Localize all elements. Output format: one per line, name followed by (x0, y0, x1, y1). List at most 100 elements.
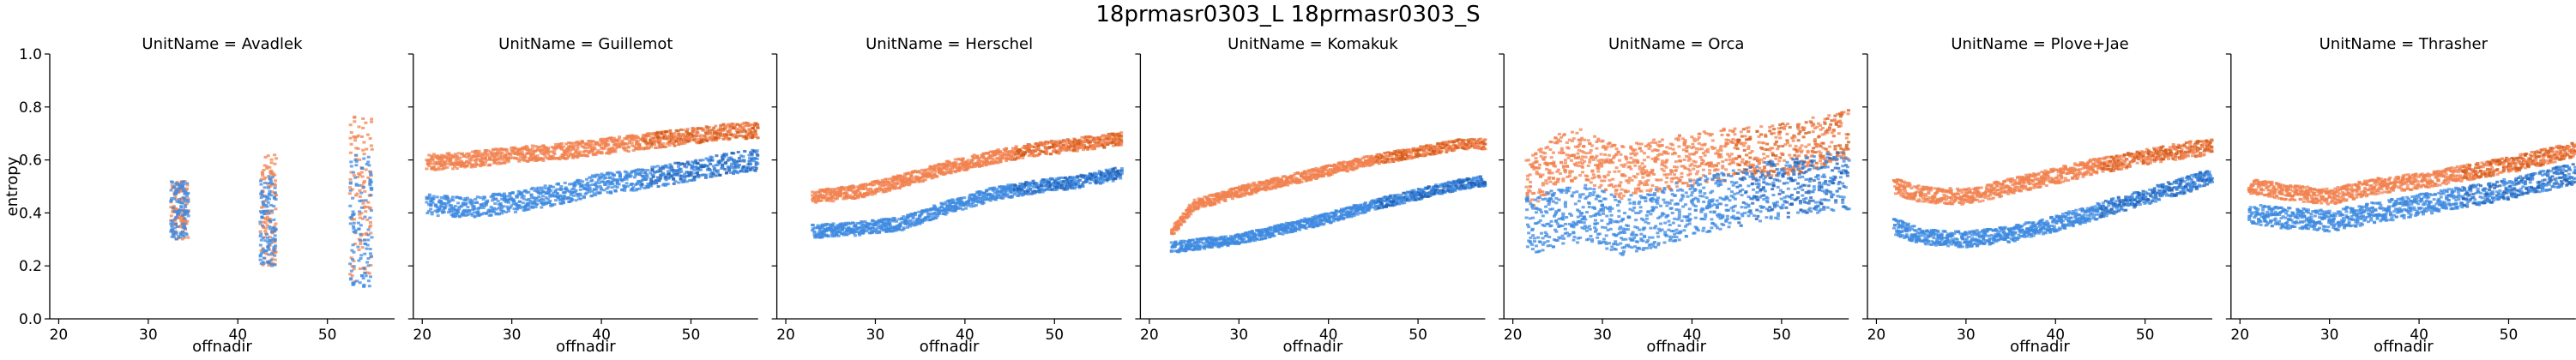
point-S (676, 169, 680, 172)
point-L (577, 150, 582, 153)
point-L (480, 155, 484, 159)
point-S (515, 207, 519, 211)
point-L (681, 133, 685, 136)
point-L (179, 218, 184, 221)
point-S (1013, 184, 1017, 188)
point-S (534, 187, 539, 190)
point-S (365, 261, 370, 264)
point-L (935, 175, 939, 178)
point-L (697, 127, 701, 130)
point-S (353, 159, 358, 162)
point-L (467, 154, 471, 158)
point-L (895, 187, 899, 190)
point-S (594, 188, 599, 191)
point-L (443, 154, 448, 158)
point-S (563, 191, 567, 195)
point-L (694, 133, 698, 136)
point-L (353, 243, 357, 246)
point-S (535, 202, 540, 206)
point-S (170, 225, 174, 228)
point-L (588, 141, 593, 145)
point-S (351, 210, 355, 213)
x-tick-label: 40 (228, 327, 247, 344)
point-S (177, 198, 181, 201)
point-S (364, 199, 368, 202)
point-S (736, 171, 740, 175)
point-S (609, 190, 613, 194)
point-S (541, 195, 546, 198)
point-L (356, 134, 360, 137)
point-S (178, 236, 183, 239)
point-L (354, 147, 359, 150)
point-L (499, 147, 504, 151)
point-L (437, 158, 442, 161)
point-S (472, 205, 476, 208)
point-L (578, 141, 582, 145)
point-S (510, 191, 515, 195)
point-L (185, 183, 190, 187)
point-S (518, 207, 522, 210)
point-S (538, 199, 542, 202)
point-S (541, 198, 546, 201)
point-L (662, 137, 667, 141)
point-S (443, 205, 448, 208)
point-S (498, 203, 503, 207)
point-S (183, 192, 187, 195)
point-S (721, 166, 725, 170)
point-S (667, 176, 672, 179)
point-S (184, 195, 189, 198)
point-S (268, 189, 272, 193)
point-L (269, 183, 274, 187)
point-L (605, 138, 609, 141)
point-L (353, 115, 357, 118)
point-S (567, 196, 571, 200)
point-S (585, 183, 589, 186)
point-S (669, 165, 673, 168)
point-L (273, 173, 277, 177)
point-L (353, 120, 357, 123)
point-L (643, 140, 648, 143)
point-S (186, 214, 190, 218)
point-L (637, 142, 642, 146)
point-S (572, 187, 576, 190)
point-L (732, 135, 736, 138)
point-S (267, 175, 271, 178)
point-S (366, 279, 371, 283)
point-L (972, 153, 976, 157)
point-S (528, 199, 533, 202)
point-S (369, 171, 373, 174)
point-L (274, 207, 278, 211)
point-L (485, 149, 489, 153)
point-S (694, 159, 698, 162)
point-L (358, 189, 362, 192)
point-S (178, 231, 183, 234)
point-L (358, 195, 362, 198)
point-S (450, 195, 455, 199)
point-S (273, 186, 277, 189)
point-L (274, 222, 278, 225)
point-L (1119, 131, 1124, 135)
point-S (362, 283, 366, 286)
point-S (606, 180, 611, 183)
point-S (183, 191, 187, 195)
data-marks (811, 131, 1124, 239)
point-L (751, 123, 755, 126)
point-S (570, 183, 574, 186)
point-L (910, 177, 914, 180)
point-S (427, 209, 431, 213)
point-S (613, 189, 618, 193)
point-S (588, 176, 592, 179)
point-L (428, 158, 432, 161)
point-L (433, 163, 437, 166)
point-S (362, 185, 366, 189)
point-S (685, 174, 690, 177)
point-S (1113, 166, 1117, 170)
point-S (448, 200, 452, 203)
point-S (714, 174, 718, 177)
point-S (736, 159, 740, 163)
point-L (362, 141, 366, 144)
point-S (749, 163, 753, 166)
point-L (660, 133, 664, 136)
point-L (656, 137, 661, 141)
